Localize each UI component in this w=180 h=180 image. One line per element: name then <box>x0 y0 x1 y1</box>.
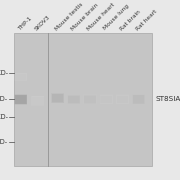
Bar <box>14 73 27 81</box>
Bar <box>117 96 128 103</box>
Bar <box>85 96 95 103</box>
Bar <box>100 94 113 104</box>
Bar <box>32 97 43 104</box>
Bar <box>15 73 27 81</box>
Text: 35KD-: 35KD- <box>0 114 8 120</box>
Bar <box>133 95 144 104</box>
Text: Rat brain: Rat brain <box>119 9 141 31</box>
Bar <box>15 73 27 80</box>
Text: Rat heart: Rat heart <box>135 9 158 32</box>
Bar <box>51 93 64 103</box>
Bar <box>68 95 80 104</box>
Bar <box>116 94 129 104</box>
Bar <box>14 94 27 104</box>
Bar <box>68 95 80 104</box>
Bar <box>117 96 128 103</box>
Bar <box>117 96 128 103</box>
Bar <box>83 94 97 104</box>
Bar <box>31 96 44 105</box>
Bar <box>33 98 43 104</box>
Bar <box>68 96 79 103</box>
Bar <box>52 94 63 102</box>
Text: SKOV3: SKOV3 <box>34 14 52 32</box>
Bar <box>15 74 26 80</box>
Bar <box>31 96 44 105</box>
Bar <box>132 95 145 104</box>
Bar <box>100 95 112 104</box>
Text: 40KD-: 40KD- <box>0 96 8 102</box>
Bar <box>84 95 96 104</box>
Bar <box>84 95 96 104</box>
Text: ST8SIA2: ST8SIA2 <box>156 96 180 102</box>
Bar <box>67 94 80 104</box>
Bar <box>52 94 63 102</box>
Bar <box>15 95 26 104</box>
Bar <box>68 96 80 103</box>
Bar <box>14 33 152 166</box>
Bar <box>85 96 95 103</box>
Bar <box>133 96 144 103</box>
Bar <box>117 96 128 103</box>
Bar <box>67 95 80 104</box>
Bar <box>69 96 79 103</box>
Bar <box>51 93 64 103</box>
Bar <box>116 95 129 104</box>
Bar <box>15 74 26 80</box>
Bar <box>15 95 26 104</box>
Text: Mouse heart: Mouse heart <box>86 2 116 31</box>
Bar <box>15 96 26 103</box>
Bar <box>31 96 44 106</box>
Bar <box>52 95 63 102</box>
Bar <box>132 94 145 105</box>
Text: 25KD-: 25KD- <box>0 139 8 145</box>
Bar <box>32 97 43 104</box>
Bar <box>101 96 112 103</box>
Bar <box>84 96 96 103</box>
Bar <box>32 96 44 105</box>
Bar <box>68 96 79 103</box>
Bar <box>133 96 144 103</box>
Bar <box>132 94 145 104</box>
Bar <box>15 95 27 104</box>
Text: THP-1: THP-1 <box>17 16 33 32</box>
Text: Mouse testis: Mouse testis <box>54 2 84 31</box>
Bar <box>84 95 96 104</box>
Bar <box>32 97 44 105</box>
Bar <box>101 96 112 103</box>
Bar <box>14 94 27 105</box>
Bar <box>51 93 64 103</box>
Bar <box>100 95 113 104</box>
Text: 55KD-: 55KD- <box>0 70 8 76</box>
Bar <box>100 96 112 103</box>
Text: Mouse lung: Mouse lung <box>103 4 130 32</box>
Bar <box>101 96 111 103</box>
Bar <box>116 95 129 104</box>
Text: Mouse brain: Mouse brain <box>70 2 99 31</box>
Bar <box>84 96 96 103</box>
Bar <box>133 96 144 103</box>
Bar <box>51 94 64 103</box>
Bar <box>15 74 26 80</box>
Bar <box>15 96 26 103</box>
Bar <box>116 95 129 104</box>
Bar <box>100 95 112 104</box>
Bar <box>132 95 145 104</box>
Bar <box>14 94 27 105</box>
Bar <box>52 94 63 102</box>
